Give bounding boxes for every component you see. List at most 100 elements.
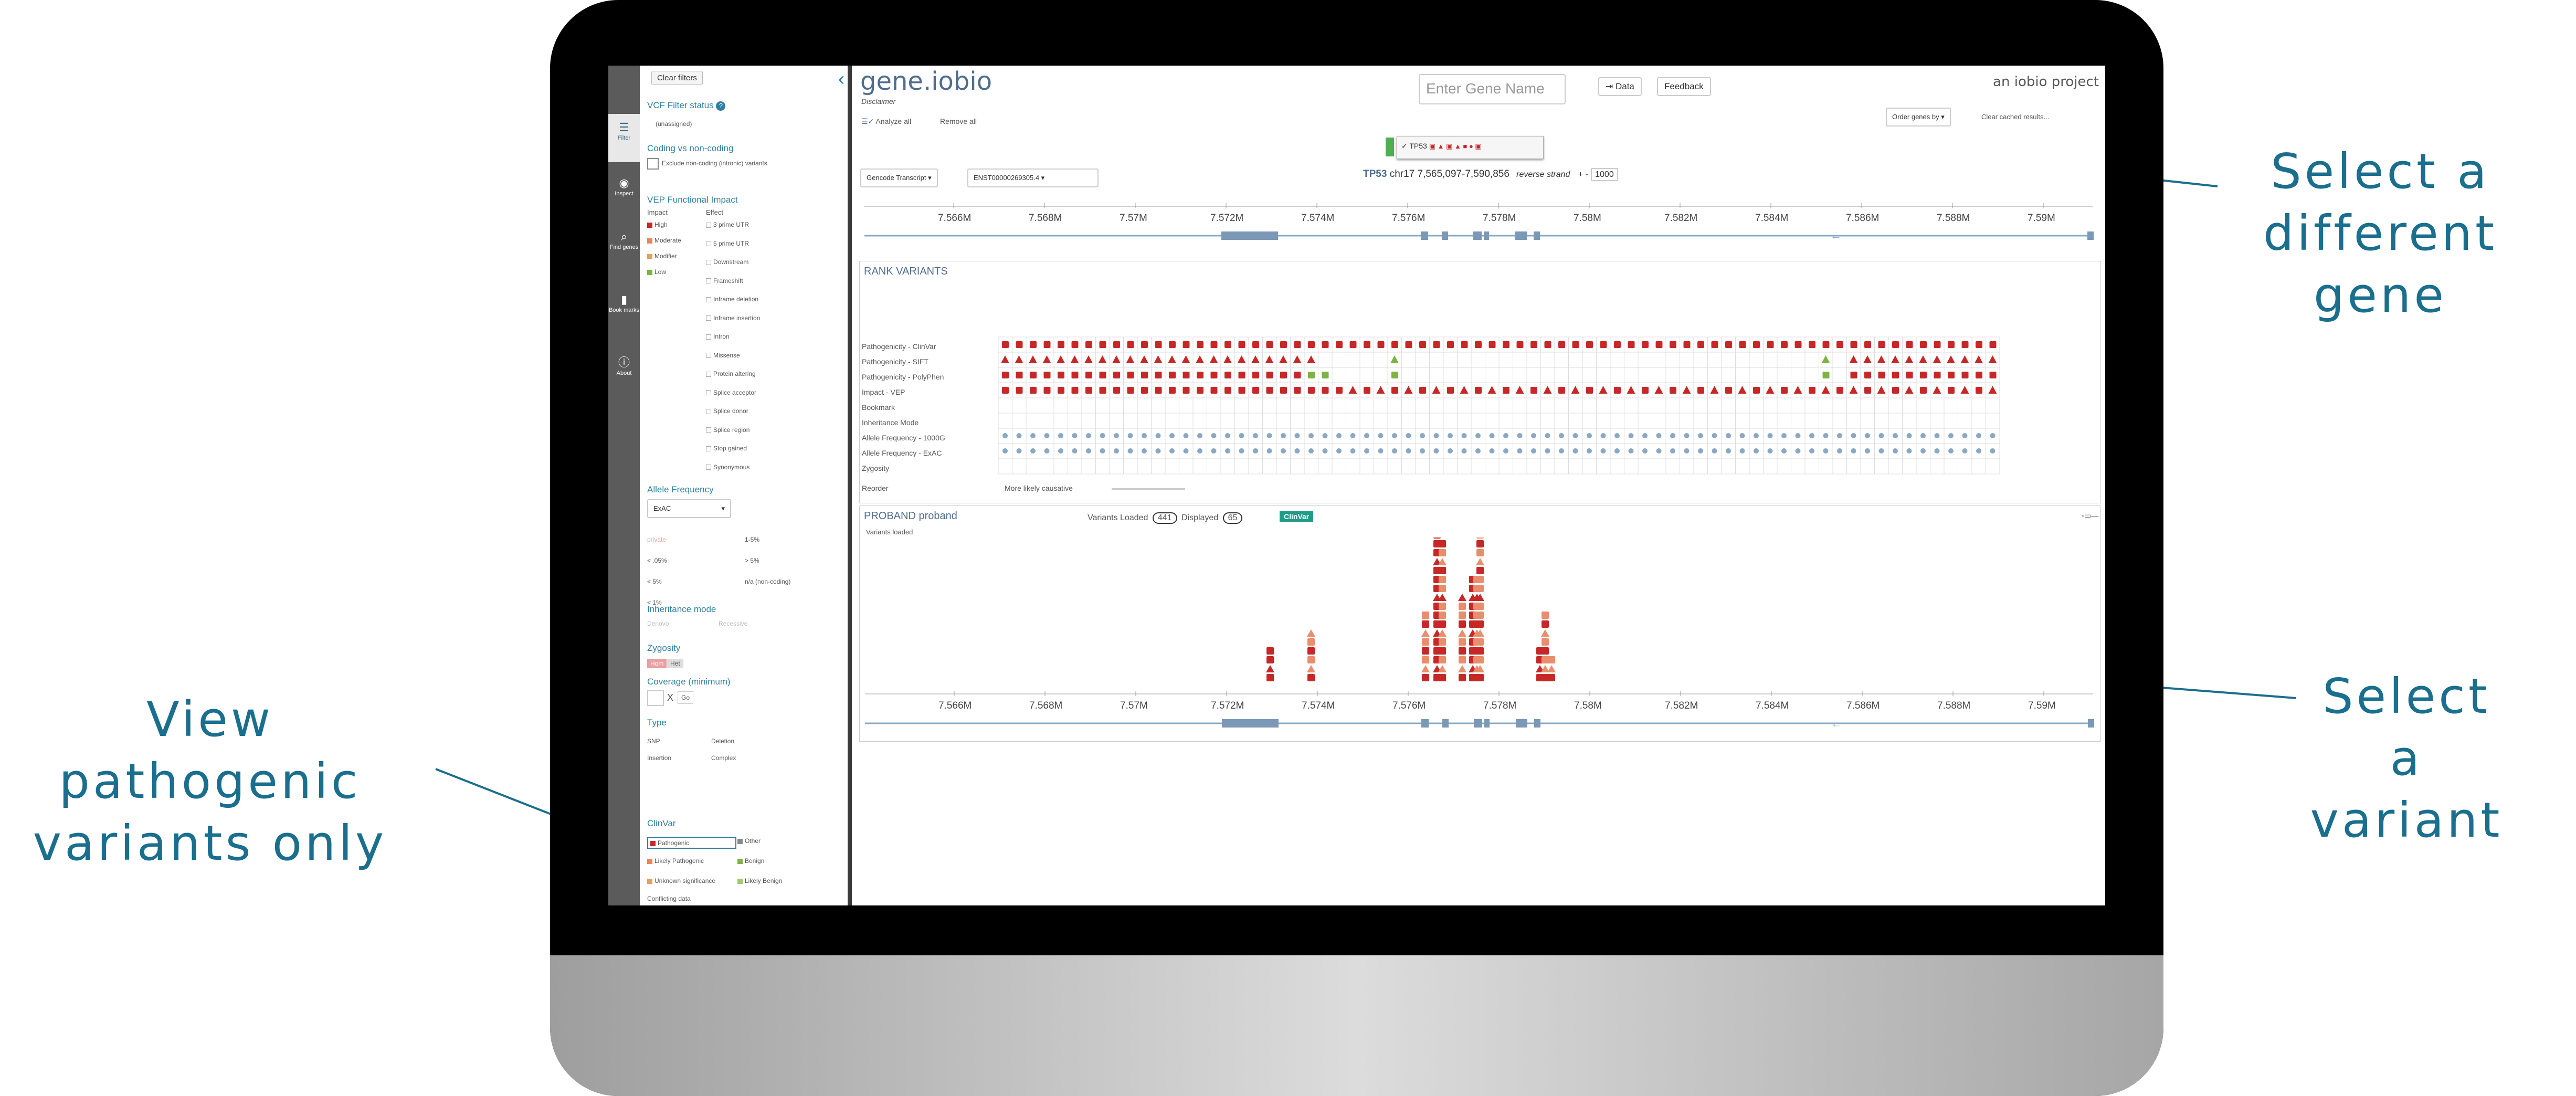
rank-cell[interactable] <box>1791 352 1806 368</box>
rank-cell[interactable] <box>1777 397 1791 414</box>
rank-cell[interactable] <box>1665 458 1680 475</box>
rank-cell[interactable] <box>1220 458 1235 475</box>
variant-marker[interactable] <box>1476 549 1484 556</box>
rank-cell[interactable] <box>1192 413 1207 429</box>
rank-cell[interactable] <box>1819 397 1833 414</box>
rank-cell[interactable] <box>1902 458 1917 475</box>
rank-cell[interactable] <box>1693 458 1708 475</box>
rank-cell[interactable] <box>1485 413 1500 429</box>
rank-cell[interactable] <box>1624 458 1639 475</box>
rank-cell[interactable] <box>1735 458 1750 475</box>
gene-chip[interactable]: ✓ TP53 ▣ ▲ ▣ ▲ ■ ● ▣ <box>1386 136 1544 159</box>
variant-marker[interactable] <box>1459 674 1466 681</box>
rank-cell[interactable] <box>1179 397 1194 414</box>
rank-cell[interactable] <box>1374 367 1388 383</box>
rank-cell[interactable] <box>1304 397 1318 414</box>
effect-option[interactable]: Stop gained <box>706 445 747 452</box>
variant-marker[interactable] <box>1476 638 1484 646</box>
rank-cell[interactable] <box>1359 367 1374 383</box>
rank-cell[interactable] <box>1777 458 1791 475</box>
rank-cell[interactable] <box>1749 397 1764 414</box>
af-option[interactable]: private <box>647 536 667 543</box>
variant-marker[interactable] <box>1476 612 1484 619</box>
data-button[interactable]: ⇥ Data <box>1598 77 1642 96</box>
rank-cell[interactable] <box>1582 397 1597 414</box>
variant-marker[interactable] <box>1438 629 1447 637</box>
variant-marker[interactable] <box>1439 549 1446 556</box>
rank-cell[interactable] <box>1707 397 1722 414</box>
rank-cell[interactable] <box>1971 458 1986 475</box>
rank-cell[interactable] <box>1526 352 1541 368</box>
rank-cell[interactable] <box>1986 397 2000 414</box>
gene-track-top[interactable]: 7.566M 7.568M 7.57M 7.572M 7.574M 7.576M 7.578… <box>859 201 2101 254</box>
effect-option[interactable]: 3 prime UTR <box>706 221 749 228</box>
rank-cell[interactable] <box>1554 397 1569 414</box>
rail-inspect[interactable]: ◉ Inspect <box>608 170 640 218</box>
rank-cell[interactable] <box>1568 413 1583 429</box>
effect-checkbox[interactable] <box>706 259 711 265</box>
effect-option[interactable]: Intron <box>706 333 730 340</box>
rank-cell[interactable] <box>1359 458 1374 475</box>
rank-cell[interactable] <box>1471 397 1485 414</box>
rank-cell[interactable] <box>1777 367 1791 383</box>
rank-cell[interactable] <box>1735 367 1750 383</box>
rank-cell[interactable] <box>1457 413 1472 429</box>
rank-cell[interactable] <box>1610 458 1624 475</box>
rank-cell[interactable] <box>1652 397 1666 414</box>
rank-cell[interactable] <box>1749 458 1764 475</box>
rank-cell[interactable] <box>1359 397 1374 414</box>
rank-cell[interactable] <box>1429 352 1444 368</box>
rank-cell[interactable] <box>1234 397 1249 414</box>
rank-cell[interactable] <box>1665 352 1680 368</box>
rank-cell[interactable] <box>1846 397 1861 414</box>
rank-cell[interactable] <box>1930 458 1945 475</box>
gene-name-input[interactable]: Enter Gene Name <box>1419 74 1566 104</box>
rank-cell[interactable] <box>1568 367 1583 383</box>
rank-cell[interactable] <box>1401 413 1416 429</box>
variant-marker[interactable] <box>1476 576 1484 583</box>
variant-marker[interactable] <box>1476 603 1484 610</box>
rank-cell[interactable] <box>1053 458 1068 475</box>
rank-cell[interactable] <box>1874 397 1889 414</box>
rank-cell[interactable] <box>1582 367 1597 383</box>
rank-cell[interactable] <box>1040 458 1054 475</box>
clinvar-option[interactable]: Likely Pathogenic <box>647 857 704 865</box>
rank-cell[interactable] <box>1860 397 1875 414</box>
zyg-hom[interactable]: Hom <box>647 659 667 668</box>
rank-cell[interactable] <box>1540 458 1555 475</box>
effect-checkbox[interactable] <box>706 390 711 396</box>
rank-cell[interactable] <box>1665 397 1680 414</box>
order-genes-select[interactable]: Order genes by ▾ <box>1886 108 1951 127</box>
rank-cell[interactable] <box>1053 413 1068 429</box>
rank-cell[interactable] <box>1123 397 1138 414</box>
rank-cell[interactable] <box>1680 458 1694 475</box>
effect-checkbox[interactable] <box>706 315 711 321</box>
reorder-slider[interactable] <box>1112 488 1185 490</box>
rank-cell[interactable] <box>1207 413 1221 429</box>
rank-cell[interactable] <box>1971 397 1986 414</box>
variant-marker[interactable] <box>1307 638 1315 646</box>
rank-cell[interactable] <box>1192 458 1207 475</box>
rank-cell[interactable] <box>1944 397 1958 414</box>
flank-input[interactable]: 1000 <box>1591 168 1618 181</box>
rank-cell[interactable] <box>1540 367 1555 383</box>
variant-marker[interactable] <box>1433 538 1441 539</box>
rank-cell[interactable] <box>1832 413 1847 429</box>
rank-cell[interactable] <box>1471 367 1485 383</box>
rank-cell[interactable] <box>1874 413 1889 429</box>
rank-cell[interactable] <box>1457 367 1472 383</box>
rank-cell[interactable] <box>1860 458 1875 475</box>
exclude-noncoding-checkbox[interactable] <box>647 158 659 170</box>
rank-cell[interactable] <box>1485 397 1500 414</box>
rank-cell[interactable] <box>1735 413 1750 429</box>
gene-track-bottom[interactable]: 7.566M 7.568M 7.57M 7.572M 7.574M 7.576M 7.578… <box>860 689 2102 741</box>
effect-option[interactable]: Splice donor <box>706 407 748 415</box>
transcript-type-select[interactable]: Gencode Transcript ▾ <box>860 168 938 187</box>
rank-cell[interactable] <box>1665 367 1680 383</box>
variant-marker[interactable] <box>1459 612 1466 619</box>
rank-cell[interactable] <box>1554 458 1569 475</box>
rank-cell[interactable] <box>1346 413 1360 429</box>
rank-cell[interactable] <box>1624 397 1639 414</box>
variant-marker[interactable] <box>1458 594 1466 601</box>
rank-cell[interactable] <box>1582 352 1597 368</box>
